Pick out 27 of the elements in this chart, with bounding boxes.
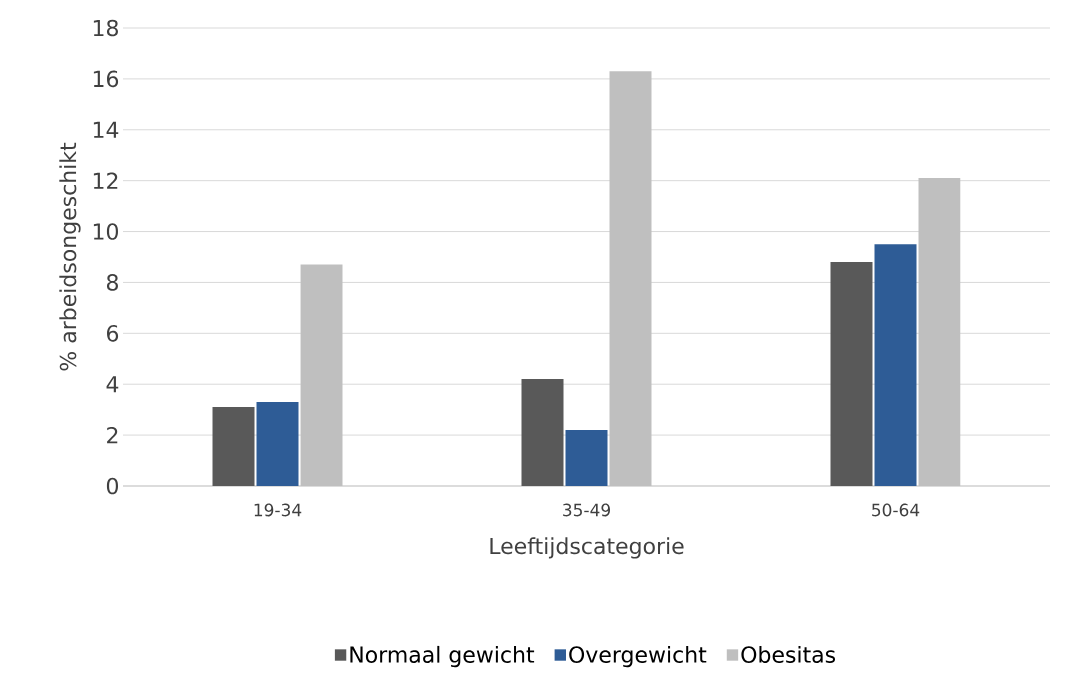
legend-label: Obesitas [741, 645, 836, 663]
bar [300, 264, 343, 486]
x-tick-label: 35-49 [563, 503, 610, 517]
y-tick-label: 4 [106, 376, 119, 393]
bar [212, 407, 255, 486]
bar [609, 71, 652, 486]
legend-label: Normaal gewicht [350, 645, 535, 668]
y-tick-label: 18 [93, 19, 118, 37]
y-tick-label: 2 [107, 426, 118, 444]
y-tick-label: 6 [107, 325, 119, 342]
x-tick-label: 19-34 [254, 503, 302, 517]
y-tick-label: 16 [93, 70, 119, 88]
y-tick-label: 14 [93, 121, 119, 138]
y-tick-label: 0 [106, 477, 119, 495]
bar [874, 244, 917, 486]
y-axis-title: % arbeidsongeschikt [59, 142, 81, 371]
x-axis-title: Leeftijdscategorie [490, 537, 684, 559]
bar [918, 178, 961, 486]
bar [565, 430, 608, 486]
bar [256, 402, 299, 486]
y-tick-label: 10 [93, 223, 118, 240]
bar [830, 262, 873, 486]
y-tick-label: 12 [93, 172, 118, 189]
x-tick-label: 50-64 [872, 503, 920, 517]
bar [521, 379, 564, 486]
legend-label: Overgewicht [569, 645, 707, 668]
y-tick-label: 8 [106, 274, 118, 291]
